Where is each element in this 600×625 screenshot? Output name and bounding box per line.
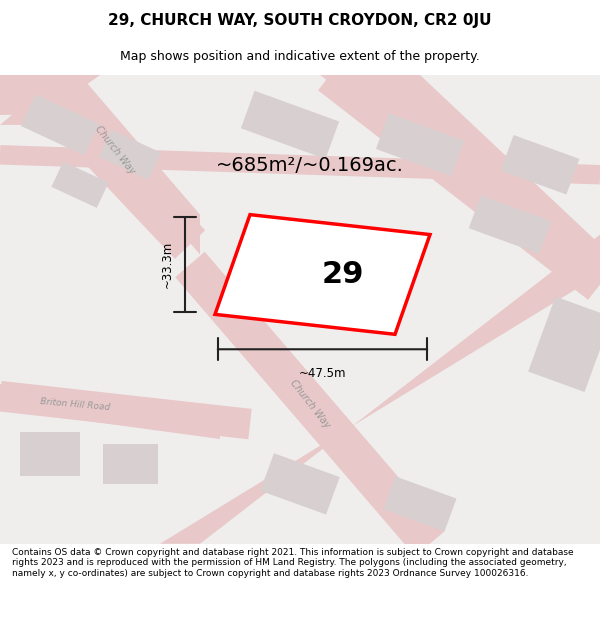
Polygon shape <box>469 196 551 254</box>
Polygon shape <box>20 431 80 476</box>
Text: Briton Hill Road: Briton Hill Road <box>40 397 110 412</box>
Polygon shape <box>120 234 600 544</box>
Polygon shape <box>0 384 220 439</box>
Polygon shape <box>260 453 340 514</box>
Polygon shape <box>0 75 100 125</box>
Text: Map shows position and indicative extent of the property.: Map shows position and indicative extent… <box>120 50 480 62</box>
Text: ~47.5m: ~47.5m <box>299 368 346 380</box>
Polygon shape <box>215 214 430 334</box>
Polygon shape <box>241 91 339 159</box>
Text: ~685m²/~0.169ac.: ~685m²/~0.169ac. <box>216 156 404 175</box>
Polygon shape <box>0 75 600 544</box>
Polygon shape <box>103 444 157 484</box>
Text: 29, CHURCH WAY, SOUTH CROYDON, CR2 0JU: 29, CHURCH WAY, SOUTH CROYDON, CR2 0JU <box>108 14 492 29</box>
Polygon shape <box>52 161 109 208</box>
Polygon shape <box>383 476 457 531</box>
Polygon shape <box>500 135 580 194</box>
Polygon shape <box>0 75 200 254</box>
Polygon shape <box>528 296 600 392</box>
Text: Contains OS data © Crown copyright and database right 2021. This information is : Contains OS data © Crown copyright and d… <box>12 548 574 578</box>
Polygon shape <box>21 94 99 156</box>
Polygon shape <box>99 129 161 180</box>
Polygon shape <box>376 113 464 176</box>
Text: Church Way: Church Way <box>288 378 332 430</box>
Text: Church Way: Church Way <box>93 124 137 176</box>
Text: 29: 29 <box>321 260 364 289</box>
Polygon shape <box>320 75 600 284</box>
Text: ~33.3m: ~33.3m <box>161 241 173 288</box>
